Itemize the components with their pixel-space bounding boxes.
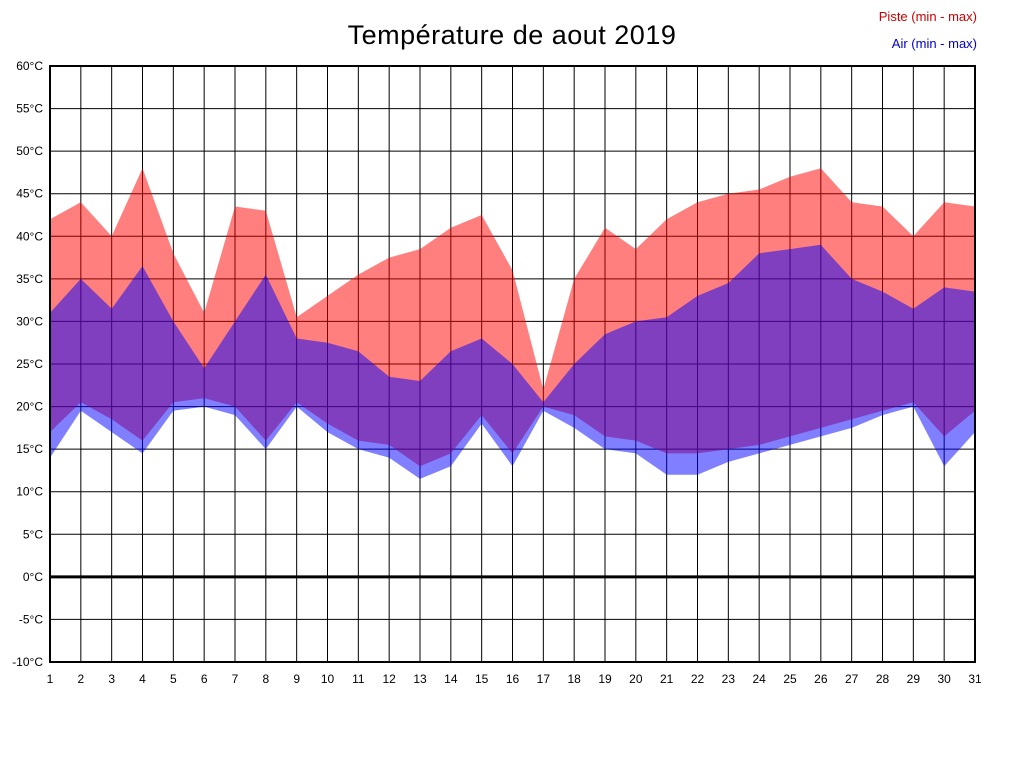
svg-text:1: 1 <box>47 672 54 686</box>
x-axis-labels: 1 2 3 4 5 6 7 8 9 10 11 12 13 14 15 16 17 18 19 20 21 22 23 24 2… <box>47 672 982 686</box>
svg-text:6: 6 <box>201 672 208 686</box>
svg-text:4: 4 <box>139 672 146 686</box>
svg-text:24: 24 <box>752 672 766 686</box>
svg-text:31: 31 <box>968 672 982 686</box>
svg-text:2: 2 <box>77 672 84 686</box>
svg-text:27: 27 <box>845 672 859 686</box>
svg-text:26: 26 <box>814 672 828 686</box>
svg-text:28: 28 <box>876 672 890 686</box>
svg-text:45°C: 45°C <box>16 187 43 201</box>
svg-text:55°C: 55°C <box>16 102 43 116</box>
plot-border <box>49 65 976 663</box>
svg-text:3: 3 <box>108 672 115 686</box>
svg-text:13: 13 <box>413 672 427 686</box>
svg-text:5: 5 <box>170 672 177 686</box>
y-axis-labels: 60°C 55°C 50°C 45°C 40°C 35°C 30°C 25°C 20°C 15°C… <box>12 59 43 669</box>
svg-text:30: 30 <box>937 672 951 686</box>
svg-text:20°C: 20°C <box>16 400 43 414</box>
svg-text:50°C: 50°C <box>16 144 43 158</box>
svg-text:15: 15 <box>475 672 489 686</box>
legend-air: Air (min - max) <box>891 36 977 51</box>
svg-text:18: 18 <box>567 672 581 686</box>
svg-text:35°C: 35°C <box>16 272 43 286</box>
svg-text:30°C: 30°C <box>16 314 43 328</box>
svg-text:25: 25 <box>783 672 797 686</box>
chart-title: Température de aout 2019 <box>347 20 677 50</box>
svg-text:0°C: 0°C <box>23 570 43 584</box>
svg-text:5°C: 5°C <box>23 527 43 541</box>
svg-text:11: 11 <box>352 672 365 686</box>
svg-text:25°C: 25°C <box>16 357 43 371</box>
svg-text:21: 21 <box>660 672 674 686</box>
svg-text:60°C: 60°C <box>16 59 43 73</box>
svg-text:12: 12 <box>382 672 396 686</box>
svg-text:8: 8 <box>262 672 269 686</box>
svg-text:-5°C: -5°C <box>19 612 43 626</box>
svg-text:17: 17 <box>537 672 551 686</box>
svg-text:22: 22 <box>691 672 705 686</box>
svg-text:10°C: 10°C <box>16 485 43 499</box>
svg-text:-10°C: -10°C <box>12 655 43 669</box>
svg-text:15°C: 15°C <box>16 442 43 456</box>
svg-text:19: 19 <box>598 672 612 686</box>
svg-text:10: 10 <box>321 672 335 686</box>
svg-text:20: 20 <box>629 672 643 686</box>
svg-text:16: 16 <box>506 672 520 686</box>
air-minmax-band <box>50 244 975 479</box>
svg-text:14: 14 <box>444 672 458 686</box>
legend-piste: Piste (min - max) <box>878 9 977 24</box>
svg-text:40°C: 40°C <box>16 229 43 243</box>
chart-legend: Piste (min - max) Air (min - max) <box>879 9 977 63</box>
svg-text:9: 9 <box>293 672 300 686</box>
svg-text:23: 23 <box>722 672 736 686</box>
svg-text:29: 29 <box>907 672 921 686</box>
svg-text:7: 7 <box>232 672 239 686</box>
